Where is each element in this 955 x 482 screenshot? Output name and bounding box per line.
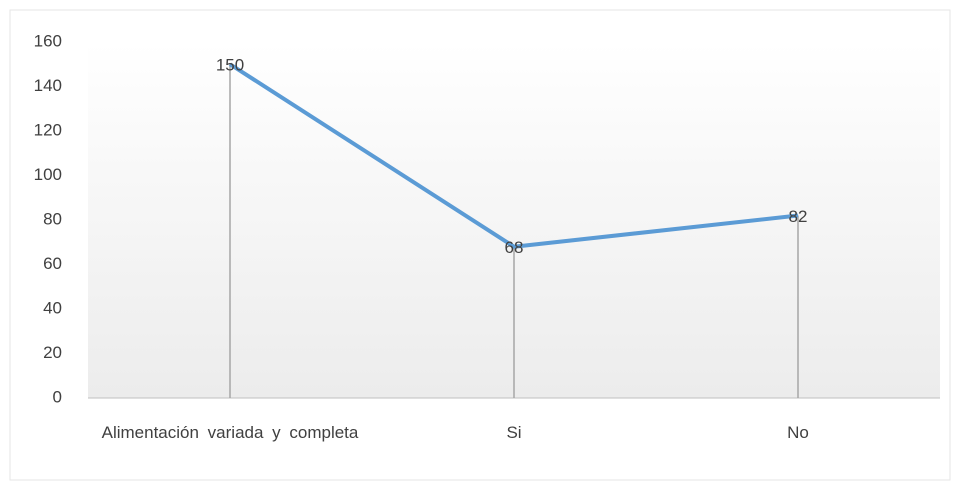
y-tick-label: 20 [43, 343, 62, 362]
x-tick-label: Alimentación variada y completa [101, 423, 359, 442]
x-tick-label: Si [506, 423, 522, 442]
y-tick-label: 140 [34, 76, 62, 95]
y-tick-label: 120 [34, 120, 62, 139]
y-tick-label: 60 [43, 254, 62, 273]
data-label: 82 [789, 207, 808, 226]
x-tick-label: No [787, 423, 809, 442]
y-tick-label: 80 [43, 209, 62, 228]
series-line [228, 62, 799, 249]
chart-border [9, 9, 951, 481]
y-tick-label: 40 [43, 298, 62, 317]
y-tick-label: 160 [34, 31, 62, 50]
y-tick-label: 100 [34, 165, 62, 184]
data-label: 150 [216, 56, 244, 75]
data-label: 68 [505, 238, 524, 257]
y-tick-label: 0 [53, 387, 62, 406]
